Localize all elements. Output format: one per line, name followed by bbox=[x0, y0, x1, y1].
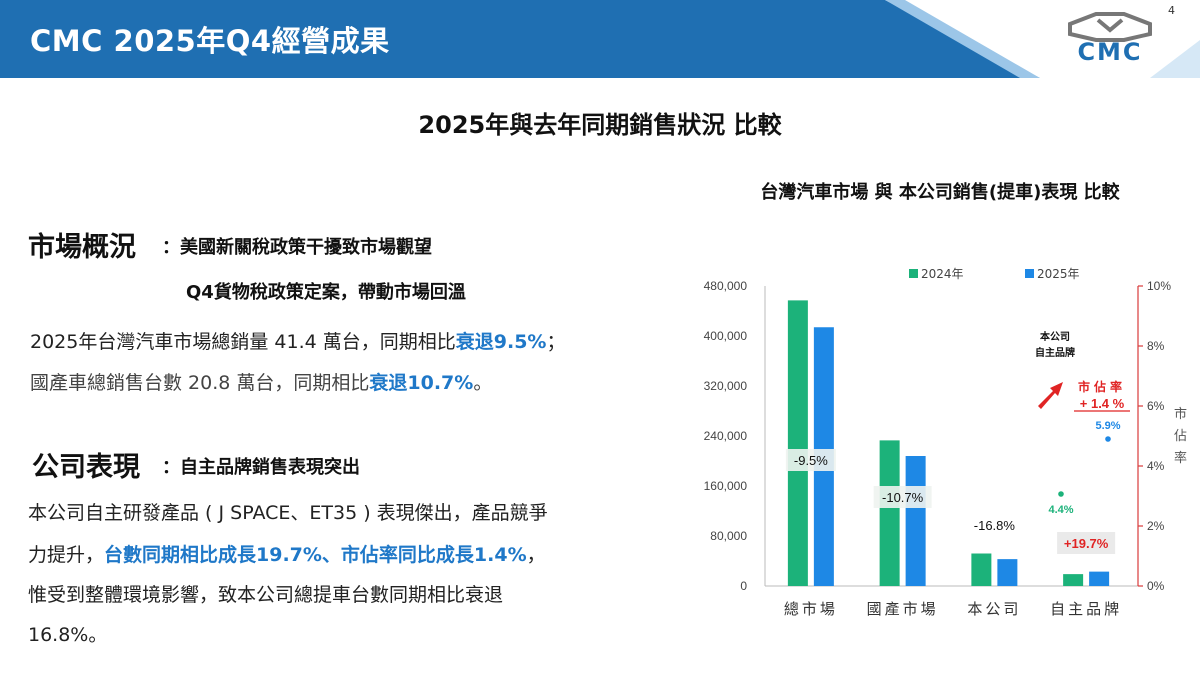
y-tick-label: 80,000 bbox=[710, 529, 747, 543]
market-line-1-end: ； bbox=[546, 331, 566, 353]
market-line-2-end: 。 bbox=[473, 372, 493, 394]
x-tick-label: 總市場 bbox=[784, 600, 838, 618]
y-tick-label: 480,000 bbox=[704, 279, 748, 293]
market-line-2-highlight: 衰退10.7% bbox=[369, 372, 474, 394]
y-tick-label: 0 bbox=[740, 579, 747, 593]
change-label: +19.7% bbox=[1064, 536, 1109, 551]
share-annotation-title-1: 本公司 bbox=[1040, 330, 1070, 343]
y-tick-label: 400,000 bbox=[704, 329, 748, 343]
x-tick-label: 國產市場 bbox=[867, 600, 939, 618]
market-section-title: 市場概況 bbox=[28, 232, 136, 263]
sales-comparison-chart: 0 80,000 160,000 240,000 320,000 400,000 480,0… bbox=[704, 267, 1187, 618]
company-line-3: 惟受到整體環境影響，致本公司總提車台數同期相比衰退 bbox=[28, 584, 504, 606]
company-subtitle: ：自主品牌銷售表現突出 bbox=[162, 457, 360, 478]
market-subtitle-2: Q4貨物稅政策定案，帶動市場回溫 bbox=[186, 282, 466, 303]
company-line-4: 16.8%。 bbox=[28, 624, 108, 646]
company-line-2: 力提升，台數同期相比成長19.7%、市佔率同比成長1.4%， bbox=[28, 540, 546, 567]
legend-swatch bbox=[909, 269, 918, 278]
share-increase-arrow-icon bbox=[1038, 382, 1063, 409]
main-heading: 2025年與去年同期銷售狀況 比較 bbox=[418, 111, 782, 139]
market-subtitle-1: ：美國新關稅政策干擾致市場觀望 bbox=[162, 237, 432, 258]
company-line-2-text: 力提升， bbox=[28, 544, 105, 566]
logo-text: CMC bbox=[1077, 38, 1143, 66]
y2-axis-label-char: 佔 bbox=[1174, 429, 1187, 444]
share-change-value: + 1.4 % bbox=[1080, 396, 1125, 411]
change-label: -9.5% bbox=[794, 453, 828, 468]
y2-tick-label: 10% bbox=[1147, 279, 1171, 293]
bar-2025年 bbox=[1089, 571, 1110, 586]
y-tick-label: 320,000 bbox=[704, 379, 748, 393]
bar-2024年 bbox=[879, 440, 900, 586]
x-tick-label: 本公司 bbox=[967, 600, 1021, 618]
share-label-2024: 4.4% bbox=[1048, 504, 1073, 516]
market-line-1-text: 2025年台灣汽車市場總銷量 41.4 萬台，同期相比 bbox=[30, 331, 456, 353]
bar-2024年 bbox=[971, 553, 992, 586]
share-point-2025 bbox=[1105, 436, 1111, 442]
market-line-1-highlight: 衰退9.5% bbox=[455, 331, 547, 353]
y2-tick-label: 0% bbox=[1147, 579, 1165, 593]
y2-tick-label: 6% bbox=[1147, 399, 1165, 413]
y-tick-label: 160,000 bbox=[704, 479, 748, 493]
legend-swatch bbox=[1025, 269, 1034, 278]
share-annotation-title-2: 自主品牌 bbox=[1035, 346, 1075, 359]
x-tick-label: 自主品牌 bbox=[1050, 600, 1122, 618]
cmc-logo-icon bbox=[1068, 12, 1152, 42]
legend-label: 2025年 bbox=[1037, 267, 1080, 281]
y2-axis-label-char: 率 bbox=[1174, 450, 1187, 466]
market-line-1: 2025年台灣汽車市場總銷量 41.4 萬台，同期相比衰退9.5%； bbox=[30, 327, 565, 354]
market-line-2: 國產車總銷售台數 20.8 萬台，同期相比衰退10.7%。 bbox=[30, 368, 492, 395]
y2-axis-label-char: 市 bbox=[1174, 406, 1187, 422]
share-point-2024 bbox=[1058, 491, 1064, 497]
page-title: CMC 2025年Q4經營成果 bbox=[30, 24, 390, 58]
bar-2025年 bbox=[905, 456, 926, 586]
bar-2024年 bbox=[787, 300, 808, 586]
bar-2024年 bbox=[1063, 574, 1084, 586]
bar-2025年 bbox=[997, 559, 1018, 586]
change-label: -16.8% bbox=[974, 518, 1016, 533]
y2-tick-label: 4% bbox=[1147, 459, 1165, 473]
y2-tick-label: 8% bbox=[1147, 339, 1165, 353]
legend-label: 2024年 bbox=[921, 267, 964, 281]
share-change-label: 市佔率 bbox=[1078, 379, 1126, 394]
change-label-box bbox=[785, 449, 836, 471]
company-line-2-end: ， bbox=[526, 544, 546, 566]
change-label-box bbox=[873, 486, 932, 508]
page-number: 4 bbox=[1168, 4, 1175, 17]
change-label-box bbox=[1057, 532, 1116, 554]
company-section-title: 公司表現 bbox=[32, 452, 140, 483]
y2-tick-label: 2% bbox=[1147, 519, 1165, 533]
company-line-2-highlight: 台數同期相比成長19.7%、市佔率同比成長1.4% bbox=[104, 544, 527, 566]
market-line-2-text: 國產車總銷售台數 20.8 萬台，同期相比 bbox=[30, 372, 370, 394]
company-line-1: 本公司自主研發產品 ( J SPACE、ET35 ) 表現傑出，產品競爭 bbox=[28, 502, 548, 524]
y-tick-label: 240,000 bbox=[704, 429, 748, 443]
chart-title: 台灣汽車市場 與 本公司銷售(提車)表現 比較 bbox=[760, 182, 1120, 203]
header-bar: CMC 2025年Q4經營成果 4 CMC bbox=[0, 0, 1200, 78]
change-label: -10.7% bbox=[882, 490, 924, 505]
share-label-2025: 5.9% bbox=[1095, 420, 1120, 432]
